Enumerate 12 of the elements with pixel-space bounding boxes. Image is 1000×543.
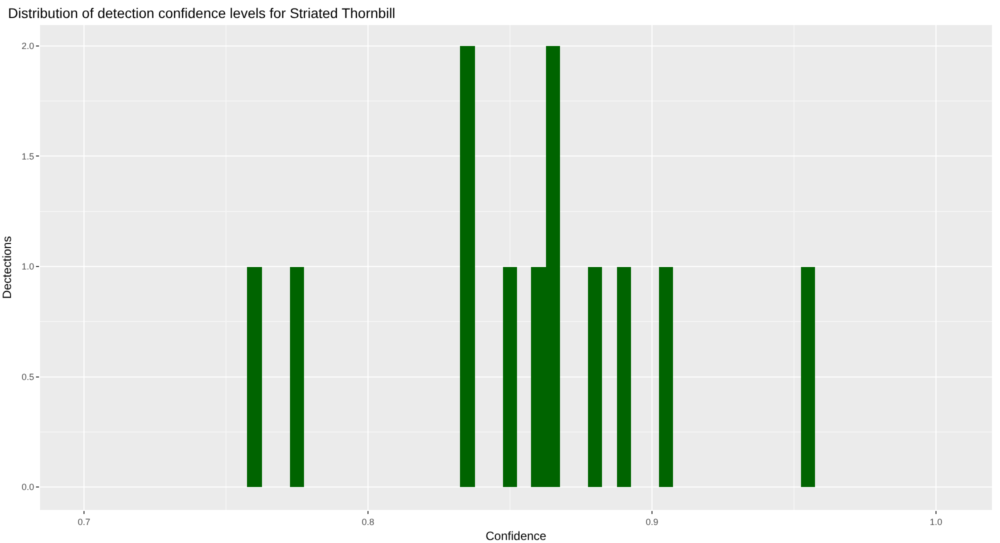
y-tick-label: 2.0 — [22, 41, 34, 52]
chart-title: Distribution of detection confidence levels for Striated Thornbill — [8, 4, 396, 21]
x-axis-title: Confidence — [486, 529, 547, 543]
y-axis-title: Dectections — [0, 236, 14, 299]
x-tick-label: 0.7 — [78, 516, 90, 527]
x-tick-label: 1.0 — [930, 516, 942, 527]
x-tick-label: 0.8 — [362, 516, 374, 527]
y-tick-label: 1.0 — [22, 262, 34, 272]
y-tick-label: 0.5 — [22, 372, 34, 382]
y-tick-label: 0.0 — [22, 482, 34, 492]
y-tick-label: 1.5 — [22, 151, 34, 162]
x-tick-label: 0.9 — [646, 516, 658, 527]
